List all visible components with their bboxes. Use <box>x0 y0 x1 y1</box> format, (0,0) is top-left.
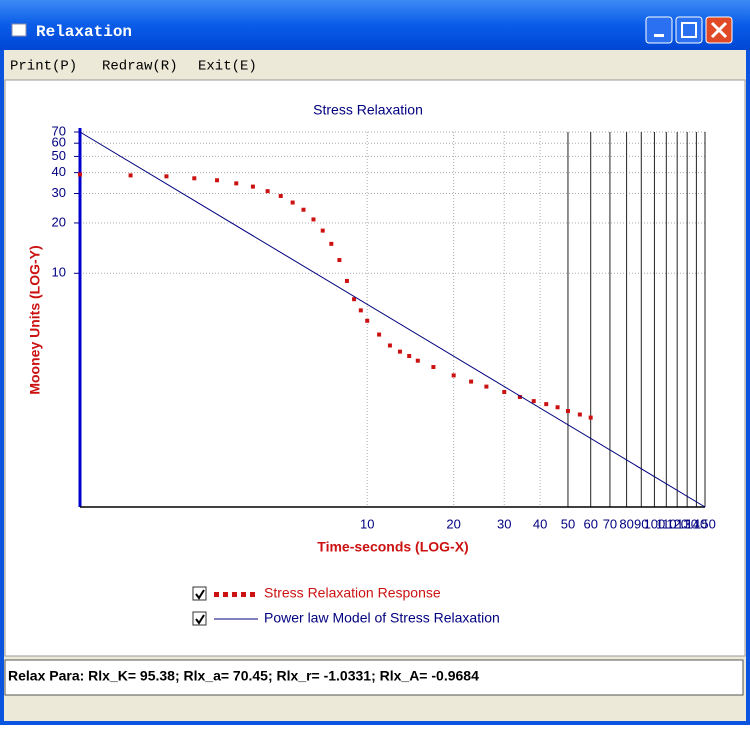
data-point <box>234 181 239 186</box>
data-point <box>431 365 436 370</box>
data-point <box>484 384 489 389</box>
data-point <box>451 373 456 378</box>
legend-label: Power law Model of Stress Relaxation <box>264 610 500 626</box>
x-tick-label: 30 <box>497 516 511 531</box>
y-tick-label: 70 <box>52 123 66 138</box>
data-point <box>78 172 82 177</box>
menu-item[interactable]: Redraw(R) <box>102 59 178 75</box>
status-text: Relax Para: Rlx_K= 95.38; Rlx_a= 70.45; … <box>8 668 479 684</box>
y-tick-label: 40 <box>52 164 66 179</box>
legend-check <box>195 614 205 625</box>
x-tick-label: 130 <box>676 516 698 531</box>
menu-item[interactable]: Exit(E) <box>198 59 257 75</box>
data-point <box>565 409 570 414</box>
window-title: Relaxation <box>36 23 132 41</box>
y-axis-label: Mooney Units (LOG-Y) <box>27 245 43 394</box>
close-icon <box>710 21 728 39</box>
data-point <box>344 278 349 283</box>
data-point <box>320 228 325 233</box>
status-box <box>4 659 744 696</box>
data-point <box>358 308 363 313</box>
data-point <box>250 184 255 189</box>
data-point <box>397 349 402 354</box>
data-point <box>387 343 392 348</box>
minimize-icon <box>654 34 664 37</box>
y-tick-label: 30 <box>52 185 66 200</box>
data-point <box>265 189 270 194</box>
menu-item[interactable]: Print(P) <box>10 59 77 75</box>
data-point <box>531 399 536 404</box>
maximize-button[interactable] <box>675 16 703 44</box>
x-tick-label: 150 <box>694 516 716 531</box>
x-tick-label: 20 <box>446 516 460 531</box>
legend-label: Stress Relaxation Response <box>264 585 441 601</box>
data-point <box>164 174 169 179</box>
y-tick-label: 20 <box>52 214 66 229</box>
legend-swatch <box>223 592 228 597</box>
data-point <box>377 332 382 337</box>
x-tick-label: 80 <box>619 516 633 531</box>
legend-check <box>195 589 205 600</box>
data-point <box>290 200 295 205</box>
app-icon <box>11 23 27 37</box>
data-line <box>79 131 706 508</box>
x-tick-label: 140 <box>686 516 708 531</box>
data-point <box>192 176 197 181</box>
legend-swatch <box>250 592 255 597</box>
maximize-icon <box>681 22 697 38</box>
data-point <box>577 412 582 417</box>
x-tick-label: 70 <box>603 516 617 531</box>
data-point <box>544 402 549 407</box>
data-point <box>311 217 316 222</box>
data-point <box>588 415 593 420</box>
y-tick-label: 50 <box>52 148 66 163</box>
menu-bar: Print(P) Redraw(R) Exit(E) <box>10 59 257 75</box>
data-point <box>352 297 357 302</box>
x-axis-label: Time-seconds (LOG-X) <box>317 539 468 555</box>
data-point <box>517 394 522 399</box>
chart-title: Stress Relaxation <box>313 102 423 118</box>
data-point <box>415 358 420 363</box>
data-point <box>128 173 133 178</box>
legend-swatch <box>232 592 237 597</box>
data-point <box>301 207 306 212</box>
minimize-button[interactable] <box>645 16 673 44</box>
chart-area <box>4 79 746 657</box>
data-point <box>215 178 220 183</box>
legend-swatch <box>241 592 246 597</box>
x-tick-label: 90 <box>634 516 648 531</box>
x-tick-label: 100 <box>644 516 666 531</box>
data-point <box>555 405 560 410</box>
data-point <box>329 241 334 246</box>
x-tick-label: 60 <box>583 516 597 531</box>
data-point <box>502 389 507 394</box>
data-point <box>365 318 370 323</box>
x-tick-label: 50 <box>561 516 575 531</box>
legend-swatch <box>214 592 219 597</box>
x-tick-label: 110 <box>656 516 677 531</box>
y-tick-label: 10 <box>52 265 66 280</box>
x-tick-label: 40 <box>533 516 547 531</box>
title-bar <box>0 0 750 50</box>
x-tick-label: 10 <box>360 516 374 531</box>
data-point <box>469 379 474 384</box>
data-point <box>278 193 283 198</box>
y-tick-label: 60 <box>52 135 66 150</box>
data-point <box>337 258 342 263</box>
data-point <box>407 354 412 359</box>
x-tick-label: 120 <box>666 516 688 531</box>
